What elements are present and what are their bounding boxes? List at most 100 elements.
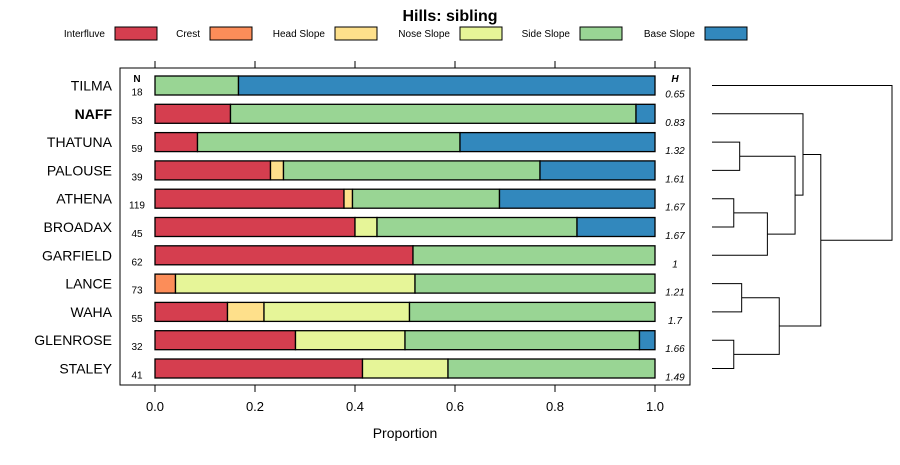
row-label-staley: STALEY — [59, 361, 112, 377]
legend-label-crest: Crest — [176, 29, 200, 40]
n-value-thatuna: 59 — [131, 144, 143, 155]
bar-row-naff: NAFF 53 0.83 — [75, 103, 685, 129]
h-value-thatuna: 1.32 — [665, 146, 685, 157]
h-value-lance: 1.21 — [665, 288, 684, 299]
bar-segment-staley-side-slope — [447, 358, 656, 379]
legend-swatch-side-slope — [579, 26, 623, 41]
bar-segment-lance-crest — [154, 273, 177, 294]
legend-swatch-head-slope — [334, 26, 378, 41]
dendrogram-link-3 — [712, 283, 743, 313]
bar-row-thatuna: THATUNA 59 1.32 — [47, 131, 685, 157]
h-value-naff: 0.83 — [665, 118, 685, 129]
bar-segment-waha-interfluve — [154, 301, 229, 323]
x-tick-label-0-6: 0.6 — [446, 399, 464, 414]
bar-segment-tilma-base-slope — [237, 75, 656, 96]
bar-segment-palouse-side-slope — [282, 160, 541, 181]
x-tick-label-1-0: 1.0 — [646, 399, 664, 414]
bar-segment-broadax-nose-slope — [354, 216, 378, 238]
bar-segment-waha-nose-slope — [263, 301, 411, 323]
n-value-tilma: 18 — [131, 88, 143, 99]
bar-row-garfield: GARFIELD 62 1 — [42, 245, 678, 270]
bar-segment-garfield-side-slope — [412, 245, 656, 266]
row-label-lance: LANCE — [65, 276, 112, 292]
x-tick-label-0-4: 0.4 — [346, 399, 364, 414]
bar-segment-garfield-interfluve — [154, 245, 414, 266]
x-tick-label-0-2: 0.2 — [246, 399, 264, 414]
x-tick-label-0-8: 0.8 — [546, 399, 564, 414]
bar-segment-naff-side-slope — [229, 103, 637, 124]
legend-swatch-crest — [209, 26, 253, 41]
dendrogram-link-5 — [712, 212, 768, 256]
row-label-broadax: BROADAX — [44, 219, 113, 235]
bar-row-broadax: BROADAX 45 1.67 — [44, 216, 685, 242]
bar-segment-athena-base-slope — [498, 188, 656, 209]
bar-segment-palouse-head-slope — [269, 160, 285, 181]
bar-segment-glenrose-side-slope — [404, 330, 641, 351]
h-value-glenrose: 1.66 — [665, 344, 685, 355]
bar-segment-lance-side-slope — [414, 273, 656, 294]
h-value-athena: 1.67 — [665, 203, 685, 214]
dendrogram-link-10 — [712, 85, 893, 241]
bar-segment-naff-interfluve — [154, 103, 232, 124]
n-value-broadax: 45 — [131, 229, 143, 240]
plot-frame — [119, 67, 691, 386]
dendrogram-link-7 — [733, 297, 780, 355]
dendrogram-link-1 — [712, 141, 741, 171]
n-value-athena: 119 — [129, 201, 145, 212]
bar-row-tilma: TILMA 18 0.65 — [71, 75, 685, 101]
bar-segment-broadax-side-slope — [376, 216, 578, 238]
bar-segment-thatuna-interfluve — [154, 131, 199, 153]
bar-segment-athena-head-slope — [343, 188, 354, 209]
chart-title: Hills: sibling — [402, 8, 497, 25]
bar-row-athena: ATHENA 119 1.67 — [56, 188, 685, 214]
dendrogram — [712, 85, 893, 369]
row-label-thatuna: THATUNA — [47, 134, 113, 150]
bar-segment-staley-nose-slope — [361, 358, 449, 379]
bar-segment-naff-base-slope — [635, 103, 656, 124]
n-value-garfield: 62 — [131, 257, 143, 268]
x-axis-label: Proportion — [373, 425, 438, 441]
bar-segment-athena-side-slope — [351, 188, 501, 209]
bar-segment-glenrose-nose-slope — [294, 330, 406, 351]
h-value-staley: 1.49 — [665, 373, 685, 384]
bar-segment-glenrose-interfluve — [154, 330, 297, 351]
bar-row-staley: STALEY 41 1.49 — [59, 358, 685, 384]
legend-label-interfluve: Interfluve — [64, 29, 106, 40]
n-value-palouse: 39 — [131, 172, 143, 183]
bar-segment-waha-side-slope — [408, 301, 656, 323]
legend: Interfluve Crest Head Slope Nose Slope Side … — [64, 26, 748, 41]
row-label-garfield: GARFIELD — [42, 247, 112, 263]
h-value-garfield: 1 — [672, 259, 678, 270]
bar-segment-thatuna-base-slope — [459, 131, 656, 153]
bar-row-lance: LANCE 73 1.21 — [65, 273, 685, 299]
bar-segment-broadax-interfluve — [154, 216, 356, 238]
bar-row-glenrose: GLENROSE 32 1.66 — [34, 330, 685, 355]
bar-segment-athena-interfluve — [154, 188, 345, 209]
legend-swatch-nose-slope — [459, 26, 503, 41]
h-value-broadax: 1.67 — [665, 231, 685, 242]
bar-row-waha: WAHA 55 1.7 — [71, 301, 682, 327]
h-value-tilma: 0.65 — [665, 90, 685, 101]
bar-segment-lance-nose-slope — [174, 273, 416, 294]
n-value-waha: 55 — [131, 314, 143, 325]
legend-label-nose-slope: Nose Slope — [398, 29, 450, 40]
bar-rows: TILMA 18 0.65 NAFF 53 0.83 THATUNA 59 1.32 PALOUS… — [34, 75, 685, 384]
n-value-staley: 41 — [131, 371, 143, 382]
h-value-waha: 1.7 — [668, 316, 682, 327]
n-value-lance: 73 — [131, 286, 143, 297]
bar-segment-palouse-base-slope — [539, 160, 656, 181]
legend-swatch-interfluve — [114, 26, 158, 41]
bar-row-palouse: PALOUSE 39 1.61 — [47, 160, 685, 185]
dendrogram-link-2 — [712, 198, 735, 228]
n-value-glenrose: 32 — [131, 342, 143, 353]
h-value-palouse: 1.61 — [665, 174, 684, 185]
x-tick-label-0-0: 0.0 — [146, 399, 164, 414]
row-label-waha: WAHA — [71, 304, 113, 320]
bar-segment-staley-interfluve — [154, 358, 364, 379]
row-label-tilma: TILMA — [71, 78, 113, 94]
bar-segment-broadax-base-slope — [576, 216, 656, 238]
bar-segment-palouse-interfluve — [154, 160, 272, 181]
legend-label-head-slope: Head Slope — [273, 29, 326, 40]
